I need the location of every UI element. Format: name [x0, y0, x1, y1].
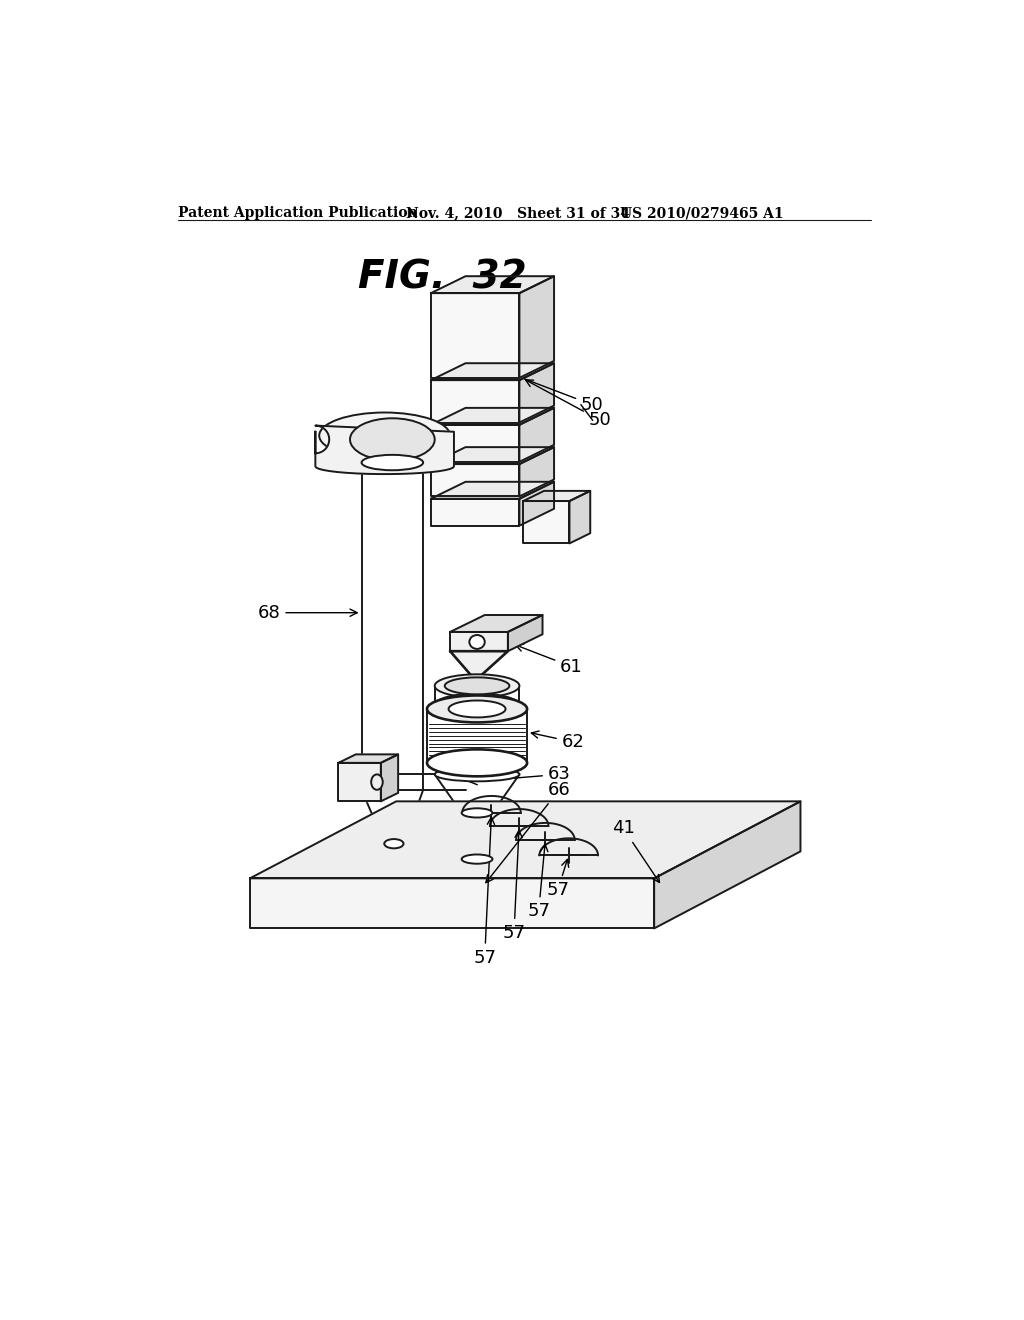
Polygon shape	[523, 491, 590, 502]
Ellipse shape	[449, 701, 506, 718]
Ellipse shape	[319, 413, 451, 459]
Polygon shape	[523, 502, 569, 544]
Ellipse shape	[444, 677, 509, 694]
Ellipse shape	[427, 696, 527, 722]
Ellipse shape	[462, 854, 493, 863]
Text: 66: 66	[486, 781, 570, 883]
Text: 68: 68	[258, 603, 357, 622]
Ellipse shape	[350, 418, 435, 461]
Polygon shape	[315, 425, 454, 474]
Polygon shape	[451, 651, 508, 681]
Ellipse shape	[435, 675, 519, 697]
Ellipse shape	[384, 840, 403, 849]
Polygon shape	[431, 408, 554, 425]
Ellipse shape	[469, 635, 484, 649]
Polygon shape	[431, 276, 554, 293]
Text: 50: 50	[525, 380, 611, 429]
Polygon shape	[431, 482, 554, 499]
Polygon shape	[431, 499, 519, 525]
Polygon shape	[654, 801, 801, 928]
Ellipse shape	[361, 455, 423, 470]
Polygon shape	[431, 447, 554, 465]
Text: US 2010/0279465 A1: US 2010/0279465 A1	[620, 206, 783, 220]
Text: 41: 41	[611, 820, 659, 883]
Polygon shape	[431, 380, 519, 422]
Polygon shape	[519, 482, 554, 525]
Ellipse shape	[435, 767, 519, 781]
Polygon shape	[519, 363, 554, 422]
Text: 57: 57	[503, 830, 525, 942]
Polygon shape	[250, 878, 654, 928]
Ellipse shape	[462, 808, 493, 817]
Text: 50: 50	[524, 379, 604, 413]
Polygon shape	[431, 425, 519, 462]
Polygon shape	[508, 615, 543, 651]
Polygon shape	[250, 801, 801, 878]
Text: 61: 61	[516, 644, 583, 676]
Ellipse shape	[427, 750, 527, 776]
Text: 63: 63	[470, 766, 570, 785]
Text: 62: 62	[531, 731, 585, 751]
Polygon shape	[431, 465, 519, 496]
Polygon shape	[451, 615, 543, 632]
Ellipse shape	[371, 775, 383, 789]
Text: Patent Application Publication: Patent Application Publication	[178, 206, 418, 220]
Polygon shape	[339, 755, 398, 763]
Polygon shape	[519, 447, 554, 496]
Text: 57: 57	[473, 817, 497, 966]
Text: FIG.  32: FIG. 32	[357, 259, 526, 297]
Polygon shape	[519, 276, 554, 378]
Polygon shape	[381, 755, 398, 801]
Polygon shape	[451, 632, 508, 651]
Polygon shape	[431, 293, 519, 378]
Polygon shape	[339, 763, 381, 801]
Text: Nov. 4, 2010   Sheet 31 of 34: Nov. 4, 2010 Sheet 31 of 34	[407, 206, 630, 220]
Polygon shape	[431, 363, 554, 380]
Polygon shape	[569, 491, 590, 544]
Text: 57: 57	[547, 859, 569, 899]
Text: 57: 57	[527, 845, 550, 920]
Polygon shape	[519, 408, 554, 462]
Ellipse shape	[435, 693, 519, 717]
